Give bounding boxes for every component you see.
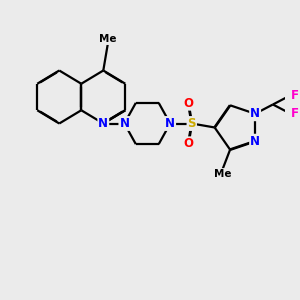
Text: F: F: [291, 107, 299, 120]
Text: O: O: [183, 137, 193, 150]
Text: F: F: [291, 89, 299, 102]
Text: N: N: [98, 117, 108, 130]
Text: S: S: [188, 117, 196, 130]
Text: Me: Me: [99, 34, 116, 44]
Text: O: O: [183, 97, 193, 110]
Text: Me: Me: [214, 169, 231, 179]
Text: N: N: [250, 135, 260, 148]
Text: N: N: [165, 117, 175, 130]
Text: N: N: [119, 117, 129, 130]
Text: N: N: [250, 107, 260, 120]
